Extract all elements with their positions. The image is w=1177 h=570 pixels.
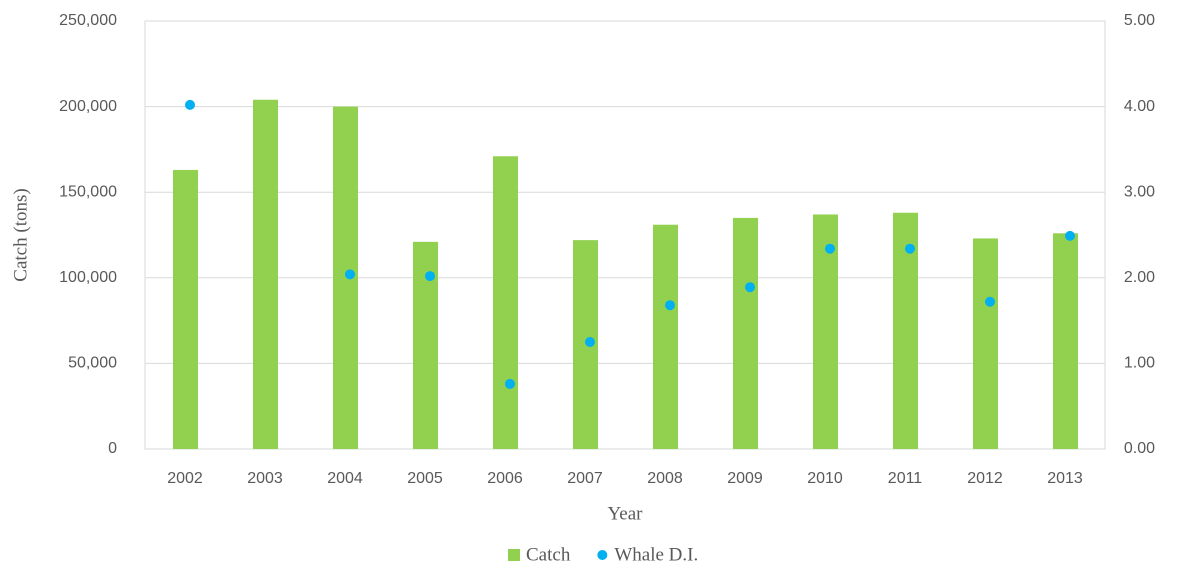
point <box>825 243 835 254</box>
x-tick-label: 2009 <box>727 470 763 487</box>
bar <box>253 99 278 449</box>
bar <box>893 212 918 449</box>
bar <box>733 217 758 449</box>
y-tick-label: 150,000 <box>59 183 117 200</box>
point <box>745 282 755 293</box>
x-tick-label: 2004 <box>327 470 363 487</box>
y-tick-label: 200,000 <box>59 98 117 115</box>
bar <box>813 214 838 449</box>
point <box>905 243 915 254</box>
x-tick-label: 2002 <box>167 470 203 487</box>
bar <box>493 156 518 450</box>
point <box>665 300 675 311</box>
y2-tick-label: 0.00 <box>1124 440 1155 457</box>
y2-tick-label: 2.00 <box>1124 269 1155 286</box>
y-tick-label: 0 <box>108 440 117 457</box>
point <box>585 337 595 347</box>
x-tick-label: 2011 <box>888 470 923 487</box>
bar <box>973 238 998 449</box>
y-tick-label: 50,000 <box>68 355 117 372</box>
x-tick-label: 2012 <box>967 470 1003 487</box>
bar <box>1053 233 1078 449</box>
y2-tick-label: 1.00 <box>1124 355 1155 372</box>
plot-frame <box>144 20 1106 450</box>
bar <box>653 224 678 449</box>
x-tick-label: 2013 <box>1047 470 1083 487</box>
legend-swatch <box>597 550 608 560</box>
y-tick-label: 100,000 <box>59 269 117 286</box>
point <box>1065 230 1075 241</box>
point <box>985 296 995 307</box>
point <box>345 269 355 280</box>
legend-swatch <box>508 549 520 561</box>
x-axis-title: Year <box>607 503 643 524</box>
bar <box>333 106 358 449</box>
bar <box>413 241 438 449</box>
y-axis-title: Catch (tons) <box>10 188 31 281</box>
bar <box>173 169 198 449</box>
point <box>425 271 435 282</box>
y-tick-label: 250,000 <box>59 12 117 29</box>
y2-tick-label: 4.00 <box>1124 98 1155 115</box>
y2-tick-label: 3.00 <box>1124 183 1155 200</box>
legend-label: Whale D.I. <box>614 544 698 565</box>
y2-tick-label: 5.00 <box>1124 12 1155 29</box>
x-tick-label: 2007 <box>567 470 603 487</box>
point <box>185 99 195 110</box>
x-tick-label: 2003 <box>247 470 283 487</box>
x-tick-label: 2008 <box>647 470 683 487</box>
legend-label: Catch <box>526 544 571 565</box>
x-tick-label: 2006 <box>487 470 523 487</box>
point <box>505 378 515 389</box>
x-tick-label: 2010 <box>807 470 843 487</box>
x-tick-label: 2005 <box>407 470 443 487</box>
